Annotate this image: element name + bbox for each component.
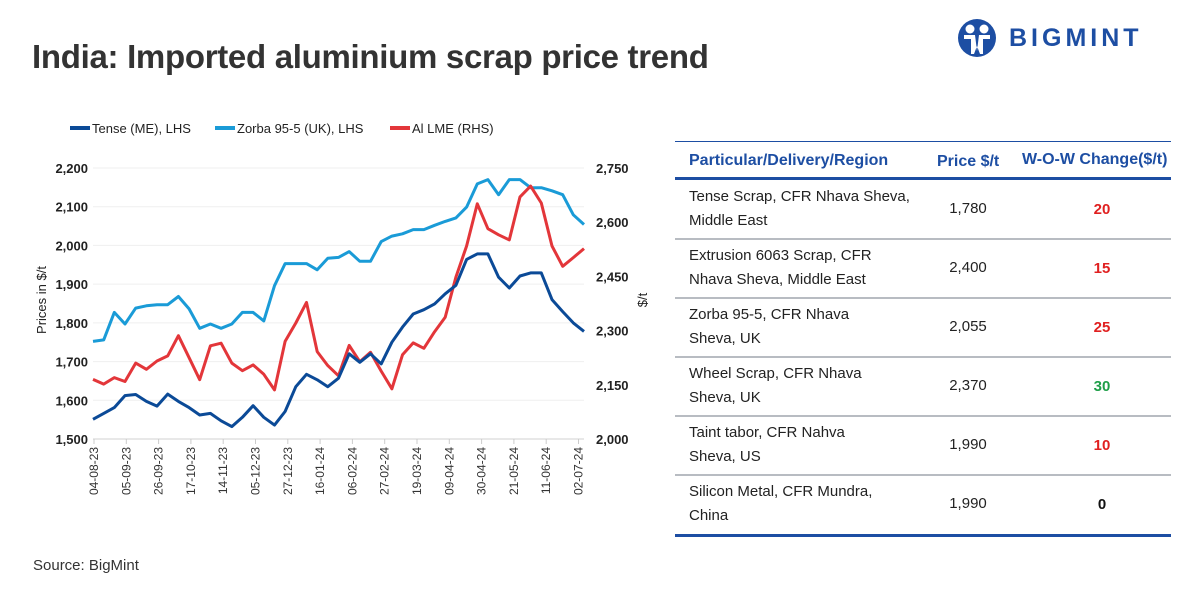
y-right-tick-label: 2,150 (596, 378, 629, 393)
y-right-tick-label: 2,450 (596, 269, 629, 284)
x-tick-label: 06-02-24 (345, 447, 359, 495)
row-change: 15 (1093, 260, 1111, 277)
row-change: 20 (1093, 201, 1111, 218)
y-right-tick-label: 2,600 (596, 215, 629, 230)
row-particular-line2: Sheva, UK (689, 330, 761, 347)
row-divider (675, 356, 1171, 358)
row-divider (675, 238, 1171, 240)
legend-label: Tense (ME), LHS (92, 121, 191, 136)
row-divider (675, 474, 1171, 476)
x-tick-label: 05-12-23 (249, 447, 263, 495)
row-change: 10 (1093, 437, 1111, 454)
y-left-tick-label: 1,800 (55, 316, 88, 331)
bigmint-logo-icon (958, 19, 996, 57)
row-change: 25 (1093, 319, 1111, 336)
row-price: 2,055 (949, 318, 987, 335)
row-particular-line1: Taint tabor, CFR Nahva (689, 424, 845, 441)
legend-label: Al LME (RHS) (412, 121, 494, 136)
row-particular-line1: Zorba 95-5, CFR Nhava (689, 306, 850, 323)
series-line-1 (92, 178, 586, 343)
row-price: 1,990 (949, 436, 987, 453)
row-particular: Extrusion 6063 Scrap, CFR Nhava Sheva, Mi… (689, 244, 872, 292)
y-right-tick-label: 2,000 (596, 432, 629, 447)
bigmint-logo: BIGMINT (955, 18, 1143, 58)
y-left-tick-label: 2,000 (55, 238, 88, 253)
row-particular: Tense Scrap, CFR Nhava Sheva, Middle East (689, 185, 910, 233)
legend-label: Zorba 95-5 (UK), LHS (237, 121, 364, 136)
x-tick-label: 05-09-23 (119, 447, 133, 495)
header-particular: Particular/Delivery/Region (689, 152, 889, 169)
row-price: 1,990 (949, 495, 987, 512)
line-chart: 1,500 1,600 1,700 1,800 1,900 2,000 2,100 2,200… (34, 121, 650, 495)
y-left-tick-label: 2,100 (55, 200, 88, 215)
row-price: 2,400 (949, 259, 987, 276)
row-divider (675, 415, 1171, 417)
header-price: Price $/t (937, 153, 1000, 170)
series-line-0 (92, 252, 585, 429)
table-bottom-rule (675, 534, 1171, 537)
row-price: 1,780 (949, 200, 987, 217)
row-change: 0 (1097, 496, 1107, 513)
y-axis-left-title: Prices in $/t (34, 266, 49, 334)
row-change: 30 (1093, 378, 1111, 395)
x-tick-label: 26-09-23 (152, 447, 166, 495)
row-particular-line2: Sheva, UK (689, 389, 761, 406)
y-axis-right-title: $/t (635, 292, 650, 307)
row-particular-line2: China (689, 507, 729, 524)
x-tick-label: 09-04-24 (442, 447, 456, 495)
x-tick-label: 02-07-24 (572, 447, 586, 495)
x-tick-label: 27-12-23 (281, 447, 295, 495)
x-tick-label: 27-02-24 (378, 447, 392, 495)
y-right-tick-label: 2,300 (596, 324, 629, 339)
y-left-tick-label: 1,600 (55, 393, 88, 408)
row-particular: Wheel Scrap, CFR Nhava Sheva, UK (689, 362, 862, 410)
x-tick-label: 30-04-24 (475, 447, 489, 495)
x-tick-label: 14-11-23 (216, 447, 230, 494)
row-particular: Zorba 95-5, CFR Nhava Sheva, UK (689, 303, 849, 351)
source-note: Source: BigMint (33, 557, 139, 574)
y-left-tick-label: 1,700 (55, 355, 88, 370)
row-divider (675, 297, 1171, 299)
row-particular-line2: Middle East (689, 212, 768, 229)
x-tick-label: 11-06-24 (539, 447, 553, 494)
row-particular-line1: Silicon Metal, CFR Mundra, (689, 483, 873, 500)
y-left-tick-label: 1,500 (55, 432, 88, 447)
y-left-tick-label: 1,900 (55, 277, 88, 292)
row-particular-line1: Wheel Scrap, CFR Nhava (689, 365, 862, 382)
x-tick-label: 17-10-23 (184, 447, 198, 495)
y-left-tick-label: 2,200 (55, 161, 88, 176)
row-particular: Taint tabor, CFR Nahva Sheva, US (689, 421, 845, 469)
row-price: 2,370 (949, 377, 987, 394)
header-rule (675, 177, 1171, 180)
page-title: India: Imported aluminium scrap price tr… (32, 38, 709, 75)
x-tick-label: 04-08-23 (87, 447, 101, 495)
row-particular-line1: Extrusion 6063 Scrap, CFR (689, 247, 872, 264)
header-change: W-O-W Change($/t) (1022, 151, 1168, 168)
x-tick-label: 19-03-24 (410, 447, 424, 495)
table-top-rule (675, 141, 1171, 142)
row-particular: Silicon Metal, CFR Mundra, China (689, 480, 872, 528)
row-particular-line2: Nhava Sheva, Middle East (689, 271, 866, 288)
row-particular-line2: Sheva, US (689, 448, 761, 465)
row-particular-line1: Tense Scrap, CFR Nhava Sheva, (689, 188, 910, 205)
x-tick-label: 16-01-24 (313, 447, 327, 495)
logo-text: BIGMINT (1009, 23, 1143, 52)
y-right-tick-label: 2,750 (596, 161, 629, 176)
x-tick-label: 21-05-24 (507, 447, 521, 495)
